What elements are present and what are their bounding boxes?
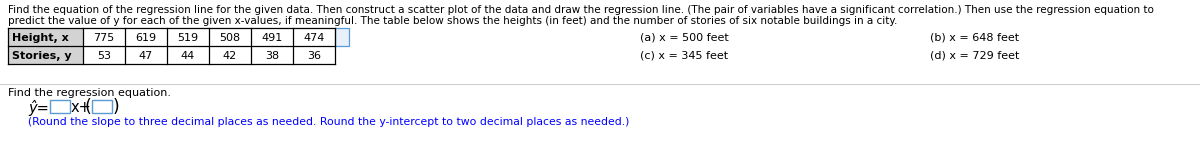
Text: 36: 36 [307,51,322,61]
Bar [335,28,349,46]
Text: ): ) [113,98,120,116]
Text: 491: 491 [262,33,283,43]
Text: 53: 53 [97,51,112,61]
Bar [8,28,83,46]
Text: x+: x+ [71,100,91,115]
Text: 42: 42 [223,51,238,61]
Text: Stories, y: Stories, y [12,51,72,61]
Text: 474: 474 [304,33,325,43]
Text: 44: 44 [181,51,196,61]
Text: (Round the slope to three decimal places as needed. Round the y-intercept to two: (Round the slope to three decimal places… [28,117,629,127]
Text: 775: 775 [94,33,115,43]
Text: (d) x = 729 feet: (d) x = 729 feet [930,51,1019,61]
Text: 508: 508 [220,33,240,43]
Bar [8,46,83,64]
Text: 519: 519 [178,33,198,43]
Text: (b) x = 648 feet: (b) x = 648 feet [930,33,1019,43]
Text: Height, x: Height, x [12,33,68,43]
Bar [92,100,112,113]
Text: (: ( [84,98,91,116]
Text: 619: 619 [136,33,156,43]
Text: Find the equation of the regression line for the given data. Then construct a sc: Find the equation of the regression line… [8,5,1154,15]
Text: (a) x = 500 feet: (a) x = 500 feet [640,33,728,43]
Text: 38: 38 [265,51,280,61]
Text: ŷ=: ŷ= [28,100,49,116]
Text: 47: 47 [139,51,154,61]
Text: (c) x = 345 feet: (c) x = 345 feet [640,51,728,61]
Text: predict the value of y for each of the given x-values, if meaningful. The table : predict the value of y for each of the g… [8,16,898,26]
Text: Find the regression equation.: Find the regression equation. [8,88,172,98]
Bar [50,100,70,113]
